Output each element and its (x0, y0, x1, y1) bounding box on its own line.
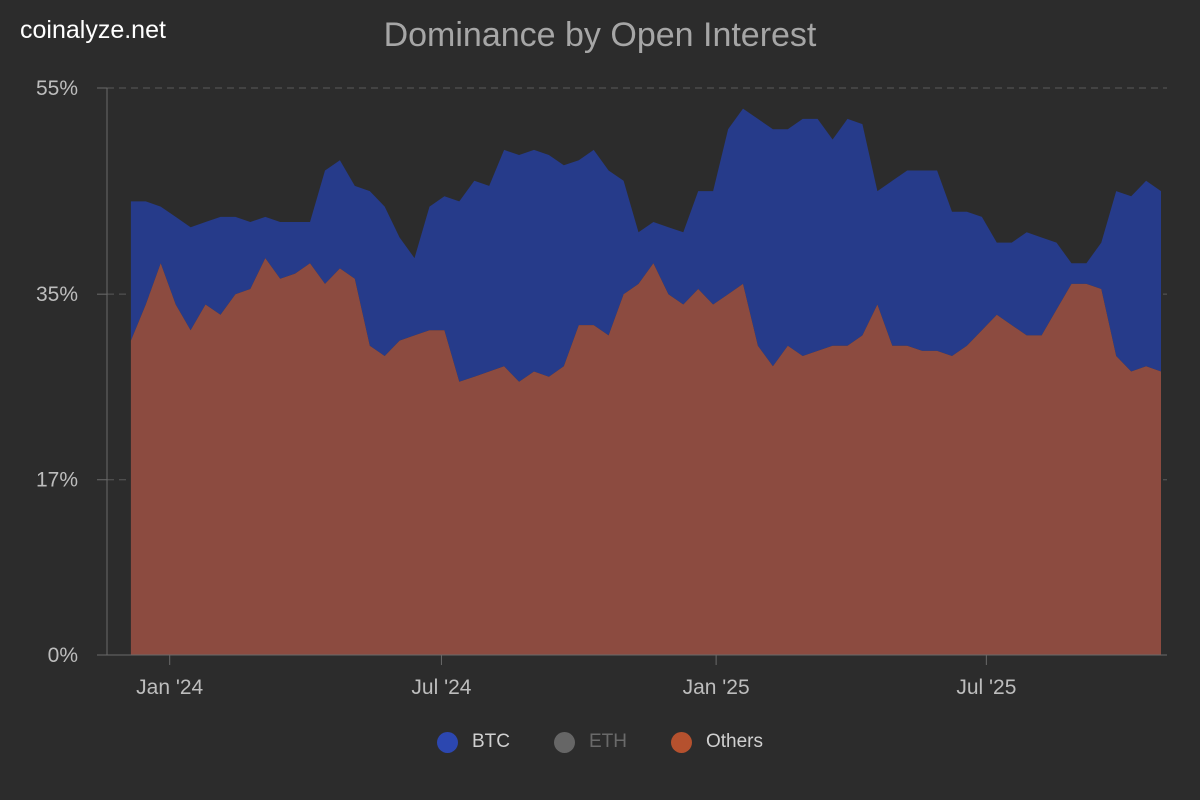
y-tick-label: 0% (48, 644, 78, 667)
legend-label: BTC (471, 731, 510, 752)
others-area (130, 258, 1161, 655)
x-tick-label: Jul '24 (411, 676, 471, 699)
legend-label: ETH (588, 731, 627, 752)
chart-title: Dominance by Open Interest (383, 16, 817, 54)
legend-item-others[interactable]: Others (670, 731, 764, 753)
x-tick-label: Jul '25 (956, 676, 1016, 699)
legend-marker (670, 731, 692, 753)
legend-label: Others (705, 731, 764, 752)
chart-axes (97, 88, 1167, 656)
btc-area (130, 108, 1161, 382)
chart-legend: BTC ETH Others (0, 731, 1200, 753)
x-axis-ticks: Jan '24 Jul '24 Jan '25 Jul '25 (136, 655, 1016, 699)
legend-item-btc[interactable]: BTC (436, 731, 510, 753)
y-axis-ticks: 55% 35% 17% 0% (36, 77, 107, 667)
y-tick-label: 17% (36, 469, 78, 492)
chart-areas (130, 108, 1161, 655)
legend-marker (436, 731, 458, 753)
brand-logo-text: coinalyze.net (20, 16, 166, 44)
y-tick-label: 55% (36, 77, 78, 100)
legend-marker (553, 731, 575, 753)
legend-item-eth[interactable]: ETH (553, 731, 627, 753)
x-tick-label: Jan '25 (683, 676, 750, 699)
x-tick-label: Jan '24 (136, 676, 203, 699)
y-tick-label: 35% (36, 283, 78, 306)
